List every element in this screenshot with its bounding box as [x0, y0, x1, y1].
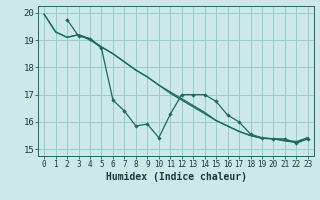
X-axis label: Humidex (Indice chaleur): Humidex (Indice chaleur) [106, 172, 246, 182]
